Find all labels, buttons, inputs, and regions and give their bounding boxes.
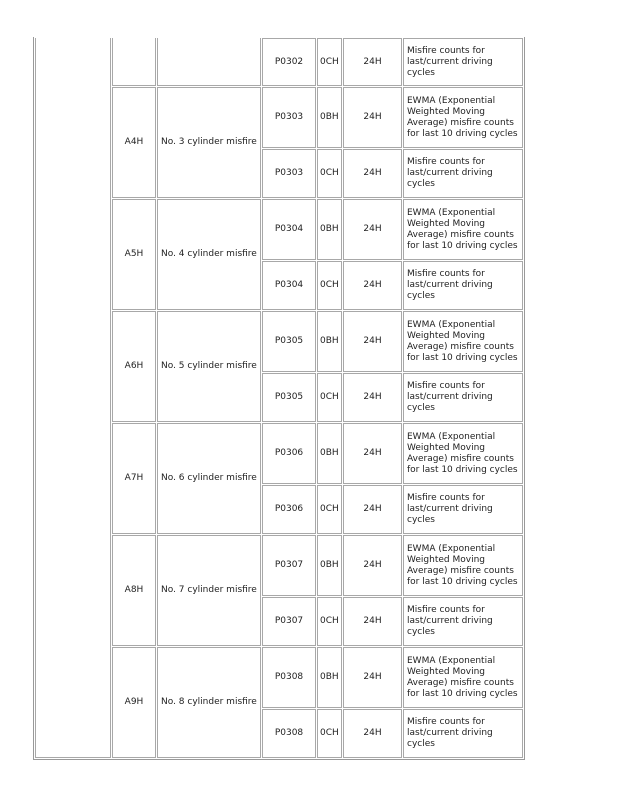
table-row: P0306 0CH 24H Misfire counts for last/cu…	[35, 485, 523, 534]
dtc-cell: P0303	[262, 87, 316, 148]
mid-cell: A5H	[112, 199, 156, 310]
mid-cell	[112, 38, 156, 86]
tid-cell: 0CH	[317, 597, 342, 646]
unit-cell: 24H	[343, 597, 402, 646]
tid-cell: 0CH	[317, 373, 342, 422]
dtc-cell: P0303	[262, 149, 316, 198]
table-row: P0308 0CH 24H Misfire counts for last/cu…	[35, 709, 523, 758]
unit-cell: 24H	[343, 199, 402, 260]
unit-cell: 24H	[343, 38, 402, 86]
unit-cell: 24H	[343, 485, 402, 534]
dtc-cell: P0308	[262, 709, 316, 758]
table-row: P0302 0CH 24H Misfire counts for last/cu…	[35, 38, 523, 758]
table-row: A8H No. 7 cylinder misfire P0307 0BH 24H…	[35, 535, 523, 646]
dtc-cell: P0302	[262, 38, 316, 86]
dtc-cell: P0304	[262, 199, 316, 260]
unit-cell: 24H	[343, 373, 402, 422]
table-row: P0304 0CH 24H Misfire counts for last/cu…	[35, 261, 523, 310]
unit-cell: 24H	[343, 647, 402, 708]
table-row: P0305 0CH 24H Misfire counts for last/cu…	[35, 373, 523, 422]
tid-cell: 0CH	[317, 261, 342, 310]
name-cell	[157, 38, 261, 86]
table-row: P0303 0CH 24H Misfire counts for last/cu…	[35, 149, 523, 198]
description-cell: EWMA (Exponential Weighted Moving Averag…	[403, 87, 523, 148]
description-cell: EWMA (Exponential Weighted Moving Averag…	[403, 199, 523, 260]
tid-cell: 0BH	[317, 311, 342, 372]
name-cell: No. 7 cylinder misfire	[157, 535, 261, 646]
description-cell: Misfire counts for last/current driving …	[403, 38, 523, 86]
name-cell: No. 3 cylinder misfire	[157, 87, 261, 198]
dtc-cell: P0305	[262, 373, 316, 422]
tid-cell: 0CH	[317, 38, 342, 86]
unit-cell: 24H	[343, 261, 402, 310]
dtc-cell: P0304	[262, 261, 316, 310]
tid-cell: 0BH	[317, 87, 342, 148]
table-row: P0307 0CH 24H Misfire counts for last/cu…	[35, 597, 523, 646]
unit-cell: 24H	[343, 87, 402, 148]
tid-cell: 0CH	[317, 709, 342, 758]
description-cell: Misfire counts for last/current driving …	[403, 709, 523, 758]
dtc-cell: P0308	[262, 647, 316, 708]
dtc-cell: P0307	[262, 535, 316, 596]
description-cell: EWMA (Exponential Weighted Moving Averag…	[403, 423, 523, 484]
tid-cell: 0CH	[317, 485, 342, 534]
description-cell: EWMA (Exponential Weighted Moving Averag…	[403, 311, 523, 372]
dtc-cell: P0305	[262, 311, 316, 372]
description-cell: Misfire counts for last/current driving …	[403, 149, 523, 198]
monitor-test-table: P0302 0CH 24H Misfire counts for last/cu…	[33, 37, 525, 760]
tid-cell: 0BH	[317, 647, 342, 708]
name-cell: No. 6 cylinder misfire	[157, 423, 261, 534]
table-row: A9H No. 8 cylinder misfire P0308 0BH 24H…	[35, 647, 523, 758]
tid-cell: 0CH	[317, 149, 342, 198]
name-cell: No. 8 cylinder misfire	[157, 647, 261, 758]
mid-cell: A9H	[112, 647, 156, 758]
table-row: A5H No. 4 cylinder misfire P0304 0BH 24H…	[35, 199, 523, 310]
description-cell: EWMA (Exponential Weighted Moving Averag…	[403, 647, 523, 708]
tid-cell: 0BH	[317, 423, 342, 484]
tid-cell: 0BH	[317, 199, 342, 260]
name-cell: No. 4 cylinder misfire	[157, 199, 261, 310]
mid-cell: A7H	[112, 423, 156, 534]
description-cell: EWMA (Exponential Weighted Moving Averag…	[403, 535, 523, 596]
unit-cell: 24H	[343, 709, 402, 758]
unit-cell: 24H	[343, 535, 402, 596]
mid-cell: A8H	[112, 535, 156, 646]
table-row: A7H No. 6 cylinder misfire P0306 0BH 24H…	[35, 423, 523, 534]
dtc-cell: P0307	[262, 597, 316, 646]
table-row: A4H No. 3 cylinder misfire P0303 0BH 24H…	[35, 87, 523, 198]
unit-cell: 24H	[343, 311, 402, 372]
description-cell: Misfire counts for last/current driving …	[403, 373, 523, 422]
unit-cell: 24H	[343, 423, 402, 484]
tid-cell: 0BH	[317, 535, 342, 596]
description-cell: Misfire counts for last/current driving …	[403, 597, 523, 646]
description-cell: Misfire counts for last/current driving …	[403, 261, 523, 310]
mid-cell: A4H	[112, 87, 156, 198]
section-cell	[35, 38, 111, 758]
table-row: A6H No. 5 cylinder misfire P0305 0BH 24H…	[35, 311, 523, 422]
unit-cell: 24H	[343, 149, 402, 198]
name-cell: No. 5 cylinder misfire	[157, 311, 261, 422]
mid-cell: A6H	[112, 311, 156, 422]
dtc-cell: P0306	[262, 423, 316, 484]
description-cell: Misfire counts for last/current driving …	[403, 485, 523, 534]
dtc-cell: P0306	[262, 485, 316, 534]
